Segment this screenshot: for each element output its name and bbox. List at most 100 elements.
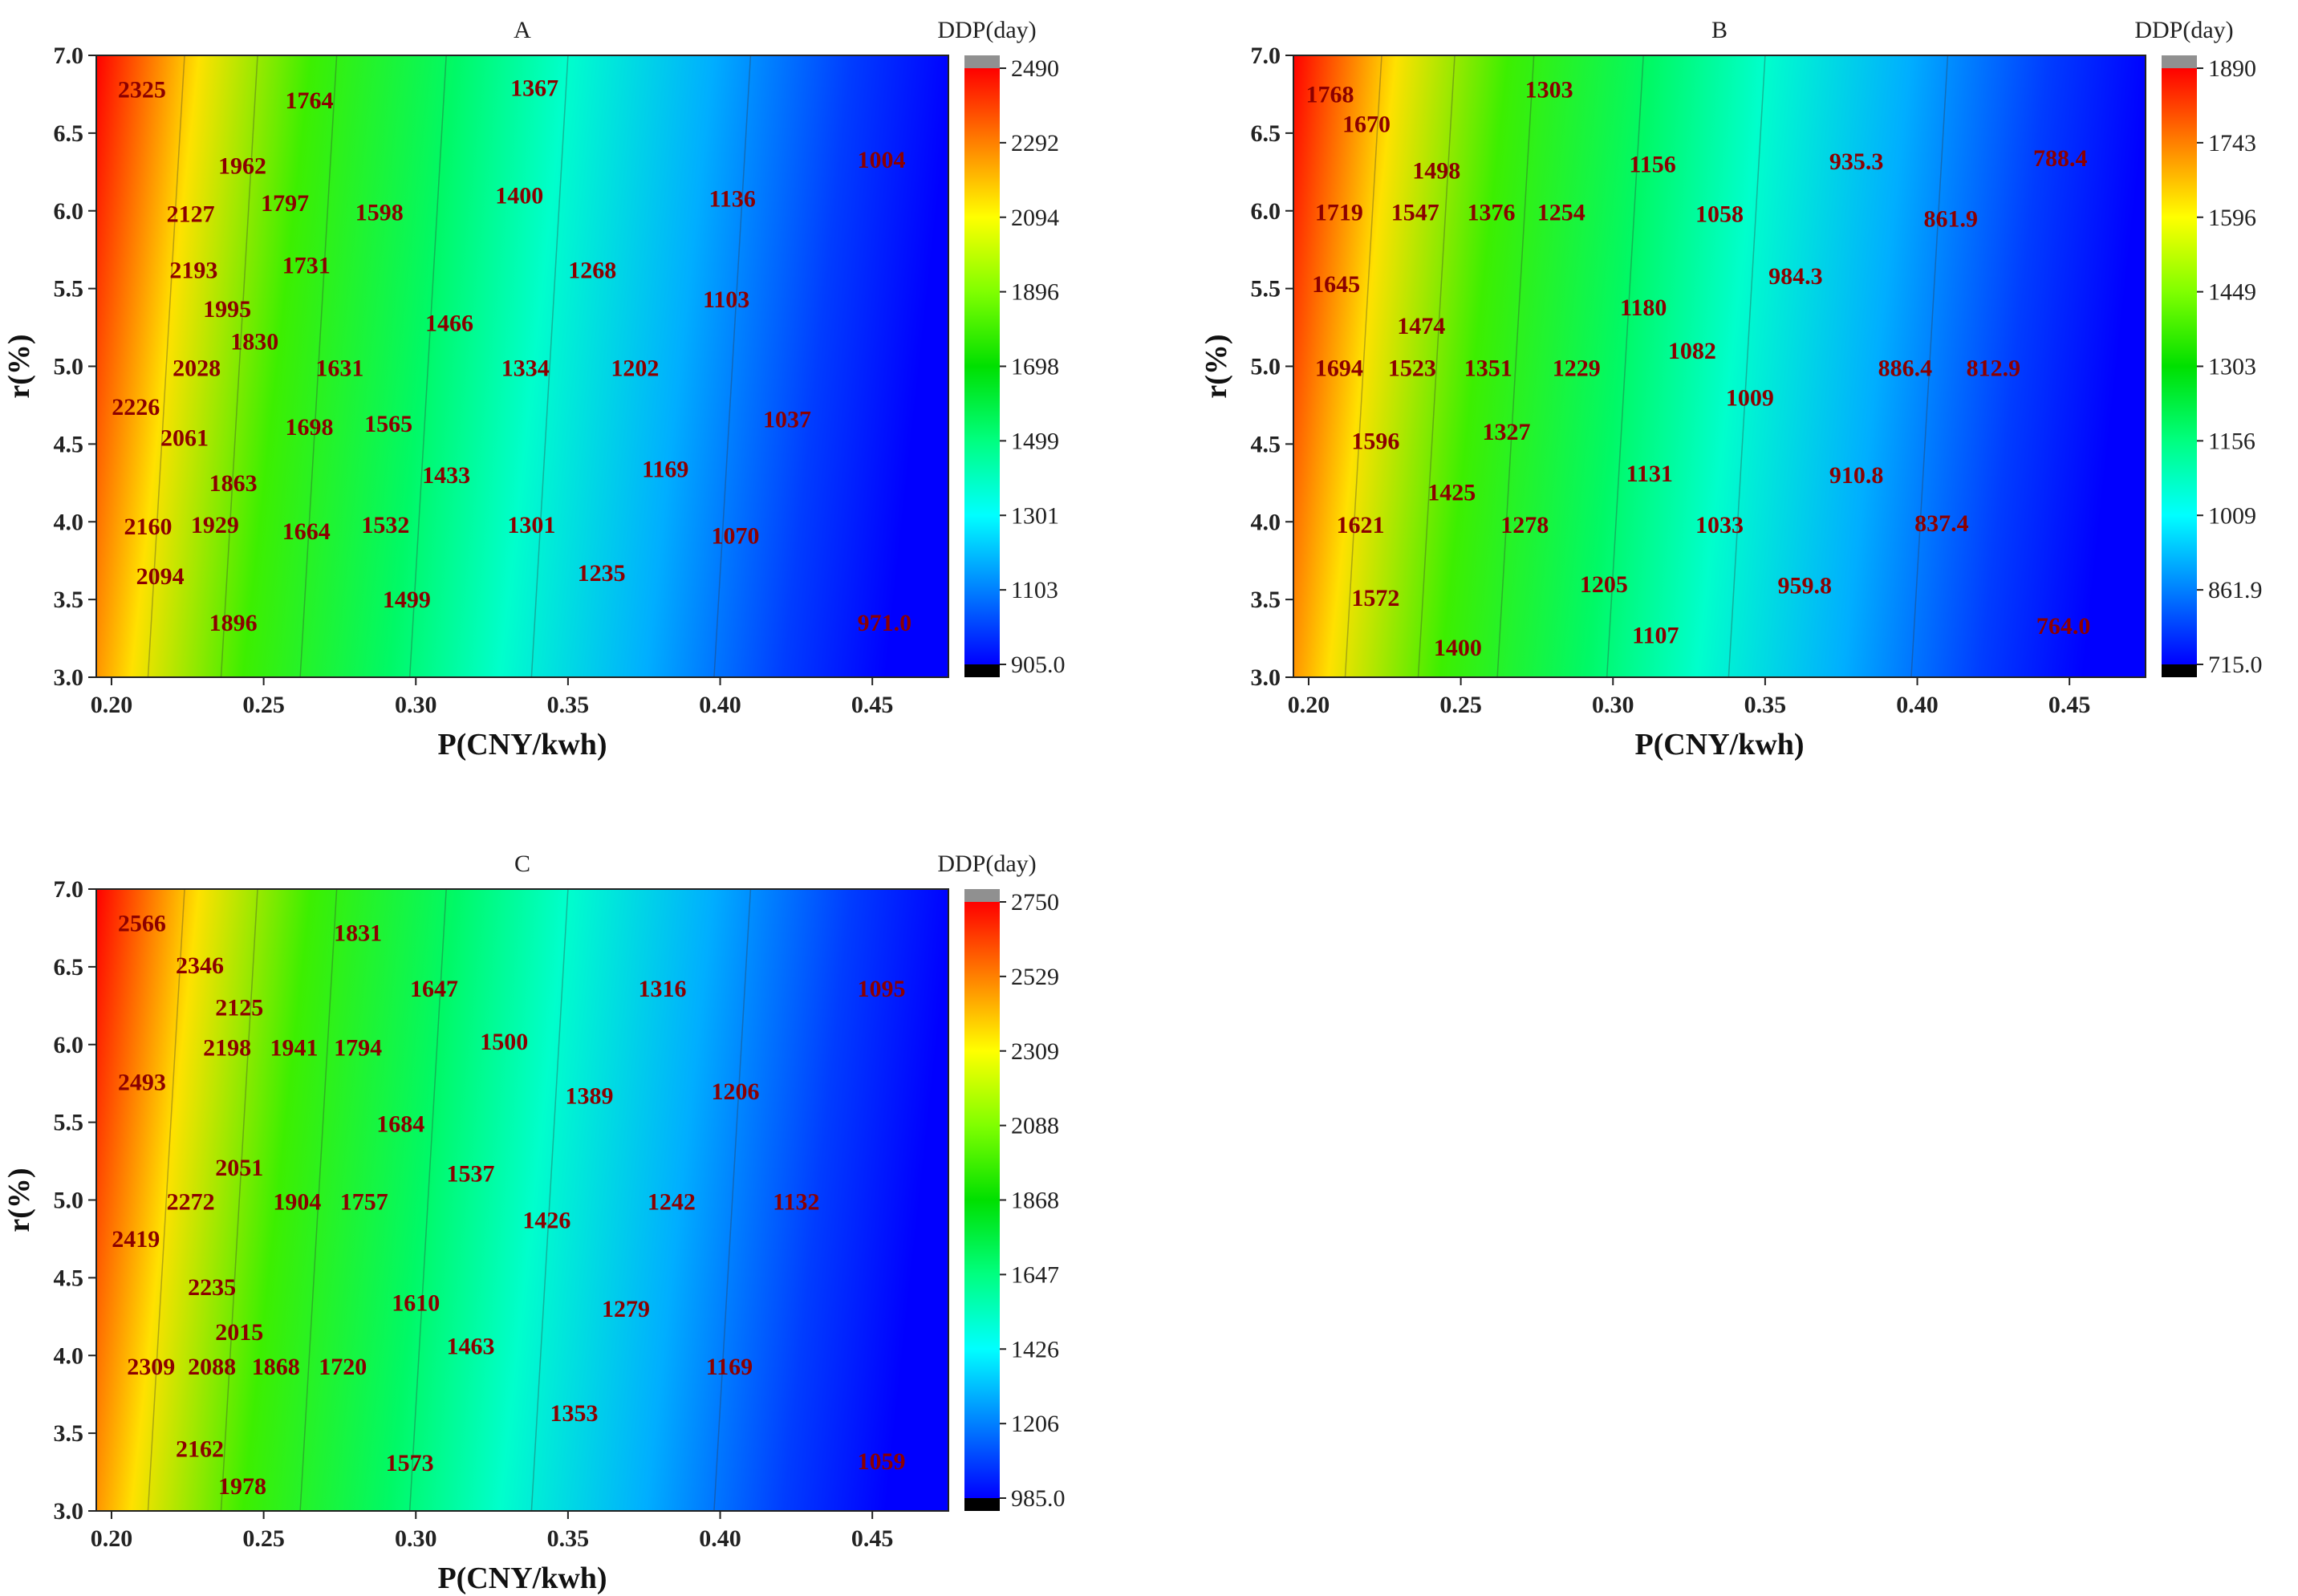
contour-line xyxy=(299,55,338,678)
y-tick-label: 7.0 xyxy=(54,43,84,69)
contour-value-label: 1425 xyxy=(1427,479,1476,506)
colorbar-title: DDP(day) xyxy=(937,851,1036,877)
contour-value-label: 2226 xyxy=(112,394,160,420)
panel-title: A xyxy=(514,17,531,43)
contour-value-label: 1830 xyxy=(230,329,278,355)
contour-value-label: 1647 xyxy=(410,976,458,1002)
contour-value-label: 2088 xyxy=(188,1354,236,1380)
y-tick-label: 6.0 xyxy=(54,1032,84,1058)
contour-value-label: 2125 xyxy=(215,994,263,1021)
contour-line xyxy=(147,888,185,1512)
contour-line xyxy=(408,888,447,1512)
colorbar-tick-label: 1890 xyxy=(2208,55,2256,82)
contour-value-label: 1500 xyxy=(480,1029,528,1055)
contour-value-label: 1202 xyxy=(611,355,659,381)
y-tick-label: 4.5 xyxy=(54,1265,84,1291)
x-tick-label: 0.45 xyxy=(851,1525,894,1552)
contour-value-label: 1523 xyxy=(1388,355,1436,381)
x-tick-label: 0.25 xyxy=(242,1525,285,1552)
contour-value-label: 2127 xyxy=(167,201,215,228)
colorbar-tick-label: 2750 xyxy=(1011,889,1059,916)
y-tick-label: 3.5 xyxy=(54,1420,84,1447)
contour-value-label: 1353 xyxy=(550,1400,598,1427)
colorbar-scale xyxy=(2162,68,2197,664)
x-tick-label: 0.40 xyxy=(1896,692,1939,718)
colorbar-tick-label: 2490 xyxy=(1011,55,1059,82)
y-axis-label: r(%) xyxy=(1200,334,1233,398)
contour-value-label: 1757 xyxy=(340,1188,388,1215)
contour-value-label: 2198 xyxy=(203,1035,251,1062)
colorbar: DDP(day) 715.0 861.9 1009 1156 1303 1449 1596 17… xyxy=(2134,17,2262,678)
y-tick-label: 5.5 xyxy=(54,276,84,303)
colorbar-tick-label: 1303 xyxy=(2208,354,2256,380)
contour-value-label: 2325 xyxy=(118,77,166,104)
contour-value-label: 1863 xyxy=(209,470,258,497)
contour-value-label: 1082 xyxy=(1668,338,1716,364)
x-tick-label: 0.35 xyxy=(547,1525,590,1552)
contour-value-label: 1303 xyxy=(1525,77,1573,104)
contour-value-label: 1664 xyxy=(282,518,331,545)
x-tick-label: 0.35 xyxy=(547,692,590,718)
contour-value-label: 1962 xyxy=(218,153,266,180)
y-tick-label: 6.0 xyxy=(1251,198,1281,225)
contour-value-label: 1206 xyxy=(712,1078,760,1105)
contour-value-label: 1596 xyxy=(1351,428,1399,455)
colorbar-tick-label: 2529 xyxy=(1011,964,1059,990)
contour-value-label: 1831 xyxy=(334,920,382,946)
colorbar-tick-label: 1868 xyxy=(1011,1188,1059,1214)
contour-value-label: 1572 xyxy=(1351,585,1399,611)
y-tick-label: 4.5 xyxy=(54,431,84,457)
contour-line xyxy=(530,55,569,678)
y-tick-label: 4.0 xyxy=(1251,509,1281,535)
contour-value-label: 1059 xyxy=(858,1448,906,1475)
x-tick-label: 0.30 xyxy=(395,692,437,718)
colorbar-tick-label: 1426 xyxy=(1011,1336,1059,1362)
colorbar-tick-label: 1647 xyxy=(1011,1261,1059,1288)
contour-value-label: 2493 xyxy=(118,1069,166,1095)
contour-value-label: 1070 xyxy=(712,523,760,550)
contour-value-label: 1235 xyxy=(578,560,626,587)
contour-value-label: 1694 xyxy=(1315,355,1363,381)
contour-value-label: 1631 xyxy=(315,355,363,381)
heatmap-field xyxy=(1293,55,2146,677)
contour-line xyxy=(713,55,752,678)
x-tick-label: 0.40 xyxy=(699,1525,741,1552)
contour-line xyxy=(1910,55,1949,678)
contour-value-label: 1132 xyxy=(773,1188,819,1215)
contour-value-label: 1351 xyxy=(1464,355,1512,381)
colorbar-tick-label: 1156 xyxy=(2208,428,2255,454)
contour-value-label: 1400 xyxy=(1434,635,1482,661)
contour-value-label: 1474 xyxy=(1397,313,1445,339)
colorbar-under-cap xyxy=(964,664,1000,677)
colorbar-scale xyxy=(964,902,1000,1498)
contour-value-label: 1426 xyxy=(522,1208,570,1234)
colorbar: DDP(day) 905.0 1103 1301 1499 1698 1896 2094 229… xyxy=(937,17,1065,678)
contour-value-label: 1868 xyxy=(252,1354,300,1380)
y-tick-label: 7.0 xyxy=(1251,43,1281,69)
colorbar-tick-label: 2309 xyxy=(1011,1038,1059,1065)
colorbar-title: DDP(day) xyxy=(937,17,1036,43)
contour-value-label: 1058 xyxy=(1695,201,1744,228)
chart-panel-B: B 0.20 0.25 0.30 0.35 0.40 0.45 3.0 3.5 4.0 4.5 5.0… xyxy=(1200,17,2263,761)
contour-value-label: 1698 xyxy=(286,414,334,441)
y-tick-label: 6.5 xyxy=(54,120,84,147)
contour-value-label: 1498 xyxy=(1412,157,1460,184)
colorbar-tick-label: 1499 xyxy=(1011,428,1059,454)
colorbar-under-cap xyxy=(964,1498,1000,1511)
contour-line xyxy=(299,888,338,1512)
contour-value-label: 2566 xyxy=(118,911,166,937)
x-tick-label: 0.25 xyxy=(242,692,285,718)
panel-title: C xyxy=(514,851,530,877)
contour-value-label: 1205 xyxy=(1580,571,1628,598)
chart-panel-C: C 0.20 0.25 0.30 0.35 0.40 0.45 3.0 3.5 4.0 4.5 5.0… xyxy=(2,851,1066,1595)
contour-value-label: 1103 xyxy=(703,286,749,313)
contour-value-label: 1180 xyxy=(1620,294,1667,321)
contour-value-label: 1794 xyxy=(334,1035,382,1062)
contour-value-label: 1095 xyxy=(858,976,906,1002)
contour-value-label: 1107 xyxy=(1632,623,1679,649)
contour-line xyxy=(713,888,752,1512)
contour-value-label: 1316 xyxy=(638,976,686,1002)
colorbar-tick-label: 861.9 xyxy=(2208,577,2263,603)
contour-value-label: 1279 xyxy=(602,1296,650,1322)
